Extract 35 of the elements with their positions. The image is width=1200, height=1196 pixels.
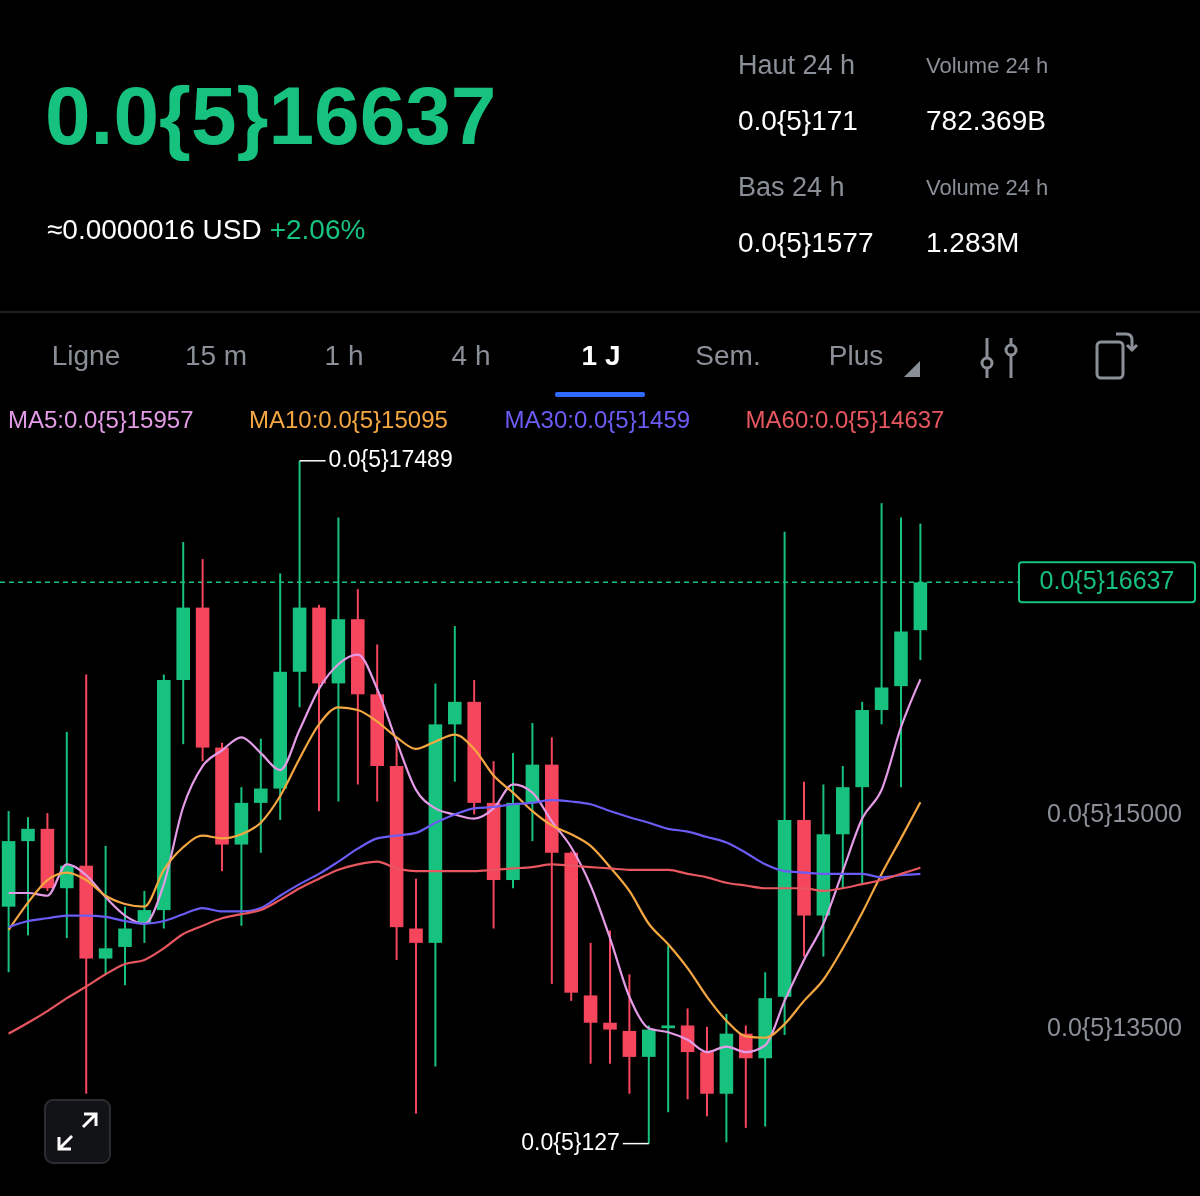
chart-subtitle: ≈0.0000016 USD xyxy=(47,214,262,246)
candlestick xyxy=(21,816,35,937)
text: Haut 24 h xyxy=(738,50,856,81)
text: Plus xyxy=(828,340,884,372)
text: MA10:0.0{5}15095 xyxy=(249,406,448,434)
text: 782.369B xyxy=(926,105,1046,137)
candlestick xyxy=(118,905,132,987)
candlestick xyxy=(661,944,675,1114)
candlestick xyxy=(98,844,113,976)
text: Volume 24 h xyxy=(926,174,1049,200)
text: Volume 24 h xyxy=(926,52,1049,78)
chart-title: 0.0{5}16637 xyxy=(45,69,497,161)
text: Bas 24 h xyxy=(738,172,845,203)
text: 4 h xyxy=(451,340,491,372)
candlestick xyxy=(409,877,423,1115)
text: MA5:0.0{5}15957 xyxy=(8,406,194,434)
text: 0.0{5}13500 xyxy=(1047,1013,1182,1042)
text: 15 m xyxy=(184,340,248,372)
text: 0.0{5}1577 xyxy=(738,227,874,259)
text: MA60:0.0{5}14637 xyxy=(745,406,945,434)
text: +2.06% xyxy=(269,214,366,246)
candlestick xyxy=(603,929,617,1065)
candlestick xyxy=(254,737,268,854)
text: 0.0{5}15000 xyxy=(1047,799,1182,828)
candlestick xyxy=(448,625,462,783)
text: 0.0{5}171 xyxy=(738,105,858,137)
text: 0.0{5}16637 xyxy=(1039,565,1175,594)
text: 1.283M xyxy=(926,227,1020,259)
text: Ligne xyxy=(51,340,121,372)
annotation: 0.0{5}17489 xyxy=(328,445,453,472)
text: MA30:0.0{5}1459 xyxy=(504,406,691,434)
annotation: 0.0{5}127 xyxy=(521,1128,620,1155)
text: Sem. xyxy=(695,340,761,372)
text: 1 J xyxy=(581,340,621,372)
text: 1 h xyxy=(324,340,364,372)
